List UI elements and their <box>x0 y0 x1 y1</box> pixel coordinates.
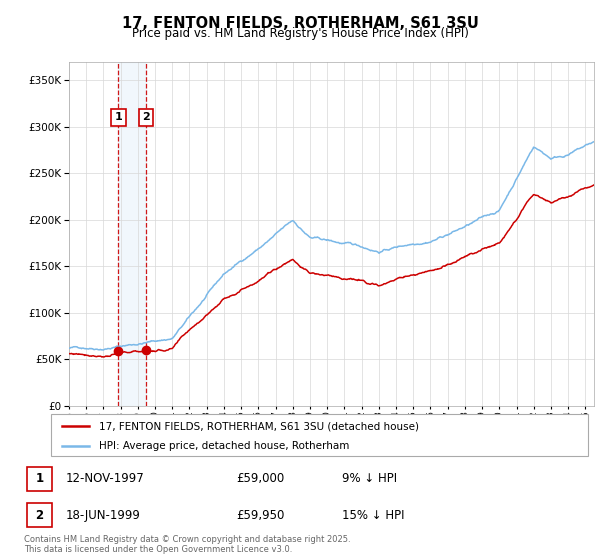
FancyBboxPatch shape <box>51 414 588 456</box>
FancyBboxPatch shape <box>27 468 52 491</box>
Text: Price paid vs. HM Land Registry's House Price Index (HPI): Price paid vs. HM Land Registry's House … <box>131 27 469 40</box>
Text: 17, FENTON FIELDS, ROTHERHAM, S61 3SU (detached house): 17, FENTON FIELDS, ROTHERHAM, S61 3SU (d… <box>100 421 419 431</box>
Bar <box>118 62 146 406</box>
FancyBboxPatch shape <box>27 503 52 526</box>
Text: 9% ↓ HPI: 9% ↓ HPI <box>342 473 397 486</box>
Text: 15% ↓ HPI: 15% ↓ HPI <box>342 508 404 521</box>
Text: 17, FENTON FIELDS, ROTHERHAM, S61 3SU: 17, FENTON FIELDS, ROTHERHAM, S61 3SU <box>122 16 478 31</box>
Text: 1: 1 <box>115 113 122 123</box>
Text: 2: 2 <box>35 508 43 521</box>
Text: 18-JUN-1999: 18-JUN-1999 <box>66 508 141 521</box>
Text: 1: 1 <box>35 473 43 486</box>
Text: £59,950: £59,950 <box>236 508 284 521</box>
Text: 2: 2 <box>142 113 149 123</box>
Text: 12-NOV-1997: 12-NOV-1997 <box>66 473 145 486</box>
Text: £59,000: £59,000 <box>236 473 284 486</box>
Text: HPI: Average price, detached house, Rotherham: HPI: Average price, detached house, Roth… <box>100 441 350 451</box>
Text: Contains HM Land Registry data © Crown copyright and database right 2025.
This d: Contains HM Land Registry data © Crown c… <box>24 535 350 554</box>
